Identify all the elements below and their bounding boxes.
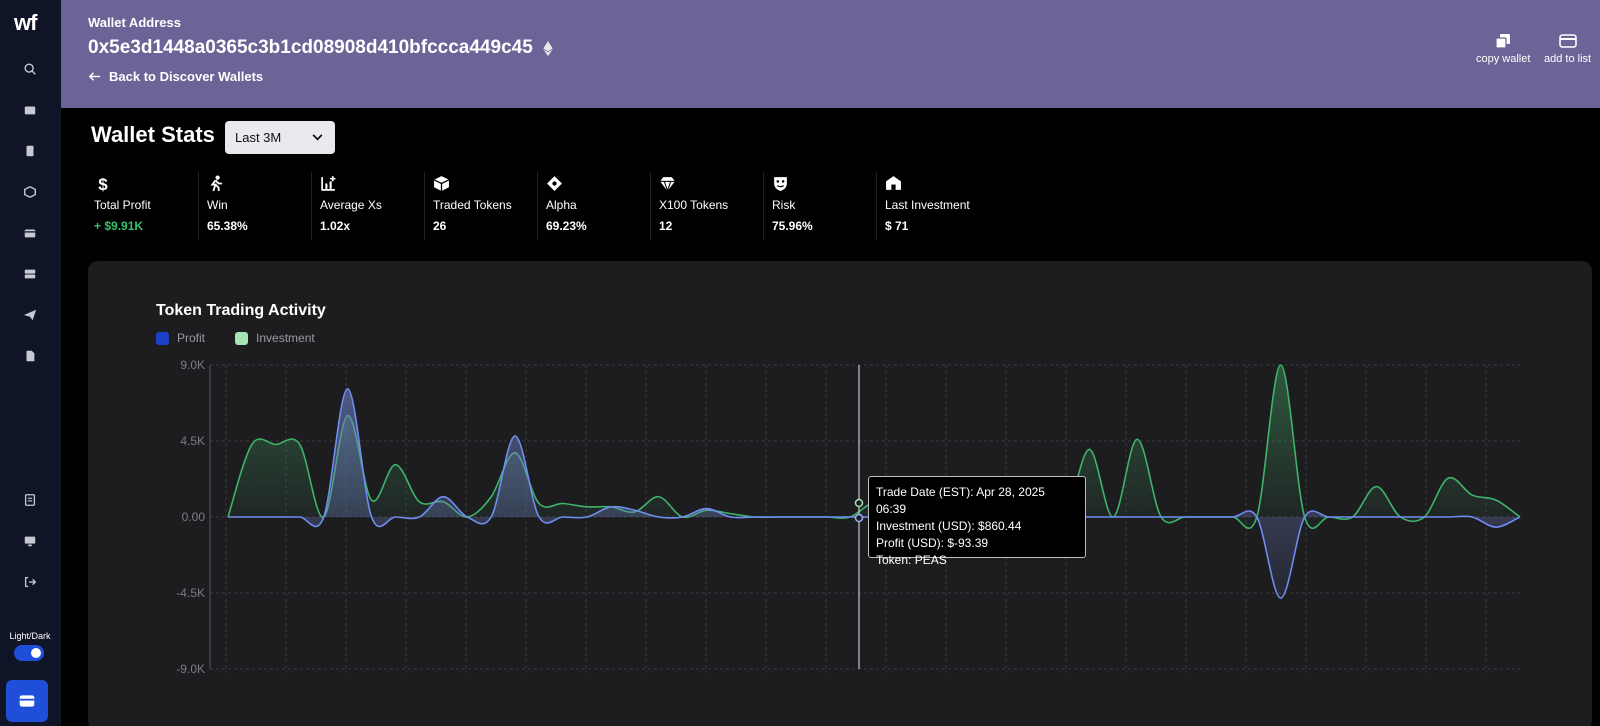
diamond-icon [546, 172, 650, 194]
search-icon[interactable] [20, 59, 40, 79]
legend-label: Profit [177, 331, 206, 345]
arrow-left-icon [88, 72, 101, 81]
gem-icon [659, 172, 763, 194]
stat-value: 12 [659, 219, 673, 233]
report-icon[interactable] [20, 490, 40, 510]
dollar-icon: $ [94, 172, 198, 194]
box-icon [433, 172, 537, 194]
document-icon[interactable] [20, 346, 40, 366]
stat-value: 69.23% [546, 219, 587, 233]
ethereum-icon [543, 40, 553, 56]
house-icon [885, 172, 990, 194]
stat-label: Total Profit [94, 198, 151, 212]
range-select-value: Last 3M [235, 130, 282, 145]
stat-label: Average Xs [320, 198, 382, 212]
app-logo[interactable]: wf [14, 10, 37, 35]
wallet-address-text: 0x5e3d1448a0365c3b1cd08908d410bfccca449c… [88, 37, 533, 58]
copy-icon [1495, 34, 1511, 49]
wallet-icon [1558, 34, 1577, 48]
stat-label: Traded Tokens [433, 198, 512, 212]
stat-x100-tokens: X100 Tokens 12 [651, 172, 764, 240]
wallet-stats-title: Wallet Stats [91, 122, 215, 147]
stat-value: 65.38% [207, 219, 248, 233]
chart-plus-icon [320, 172, 424, 194]
stat-label: Win [207, 198, 228, 212]
stat-label: Risk [772, 198, 796, 212]
stat-average-xs: Average Xs 1.02x [312, 172, 425, 240]
tooltip-profit: Profit (USD): $-93.39 [876, 536, 989, 550]
legend-label: Investment [256, 331, 315, 345]
theme-label: Light/Dark [9, 631, 51, 641]
card-icon[interactable] [20, 223, 40, 243]
logout-icon[interactable] [20, 572, 40, 592]
stat-label: Last Investment [885, 198, 970, 212]
wallet-address: 0x5e3d1448a0365c3b1cd08908d410bfccca449c… [88, 37, 553, 59]
range-select[interactable]: Last 3M [225, 121, 335, 154]
tooltip-token: Token: PEAS [876, 553, 947, 567]
add-to-list-button[interactable]: add to list [1544, 33, 1591, 65]
chart-legend: Profit Investment [156, 331, 315, 345]
wallet-button[interactable] [6, 680, 48, 722]
server-icon[interactable] [20, 264, 40, 284]
stat-value: $ 71 [885, 219, 909, 233]
cube-icon[interactable] [20, 182, 40, 202]
wallet-header: Wallet Address 0x5e3d1448a0365c3b1cd0890… [61, 0, 1600, 108]
tooltip-date: Trade Date (EST): Apr 28, 2025 06:39 [876, 485, 1045, 516]
book-icon[interactable] [20, 141, 40, 161]
theme-toggle[interactable] [14, 645, 44, 661]
back-link[interactable]: Back to Discover Wallets [88, 69, 263, 84]
chart-tooltip: Trade Date (EST): Apr 28, 2025 06:39 Inv… [868, 476, 1086, 567]
stat-value: 1.02x [320, 219, 351, 233]
wallet-icon [19, 695, 35, 707]
add-to-list-label: add to list [1544, 53, 1592, 65]
back-link-label: Back to Discover Wallets [109, 69, 264, 84]
toggle-knob [31, 648, 41, 658]
stat-value: 26 [433, 219, 447, 233]
copy-wallet-label: copy wallet [1476, 53, 1531, 65]
chevron-down-icon [312, 134, 323, 141]
stat-risk: Risk 75.96% [764, 172, 877, 240]
copy-wallet-button[interactable]: copy wallet [1476, 33, 1530, 65]
legend-item-profit[interactable]: Profit [156, 331, 205, 345]
chart-title: Token Trading Activity [156, 302, 326, 319]
legend-swatch-profit [156, 331, 169, 345]
stat-value: 75.96% [772, 219, 813, 233]
tooltip-investment: Investment (USD): $860.44 [876, 519, 1022, 533]
svg-text:$: $ [98, 175, 108, 192]
monitor-icon[interactable] [20, 531, 40, 551]
legend-item-investment[interactable]: Investment [235, 331, 315, 345]
stat-traded-tokens: Traded Tokens 26 [425, 172, 538, 240]
stat-label: Alpha [546, 198, 577, 212]
stat-alpha: Alpha 69.23% [538, 172, 651, 240]
stat-win: Win 65.38% [199, 172, 312, 240]
telegram-icon[interactable] [20, 305, 40, 325]
stat-value: + $9.91K [94, 219, 144, 233]
stat-label: X100 Tokens [659, 198, 729, 212]
wallet-address-label: Wallet Address [88, 15, 181, 30]
stat-total-profit: $ Total Profit + $9.91K [86, 172, 199, 240]
runner-icon [207, 172, 311, 194]
legend-swatch-investment [235, 331, 249, 345]
masks-icon [772, 172, 876, 194]
sidebar: wf Light/Dark [0, 0, 61, 726]
wallet-icon[interactable] [20, 100, 40, 120]
stat-last-investment: Last Investment $ 71 [877, 172, 990, 240]
